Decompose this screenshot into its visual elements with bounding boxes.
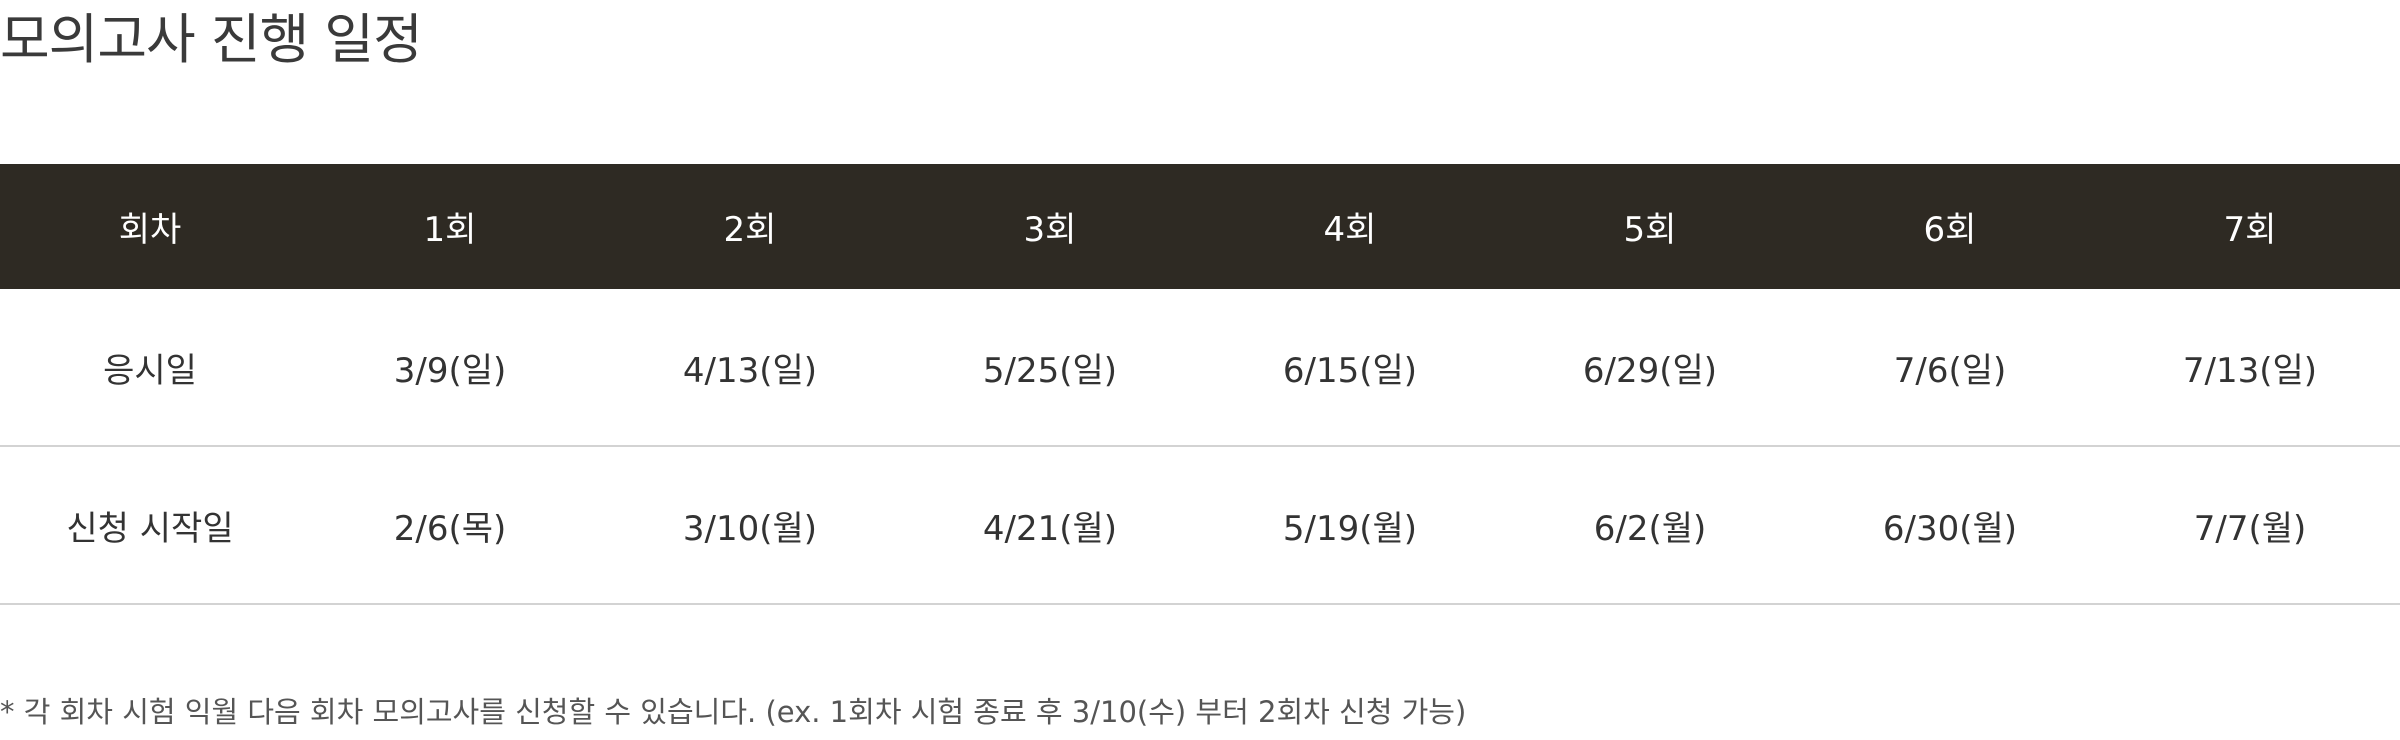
schedule-table: 회차 1회 2회 3회 4회 5회 6회 7회 응시일 3/9(일) 4/13(… [0, 164, 2400, 605]
table-header-row: 회차 1회 2회 3회 4회 5회 6회 7회 [0, 164, 2400, 289]
row-label-application-start: 신청 시작일 [0, 446, 300, 605]
exam-date-cell: 6/29(일) [1500, 289, 1800, 447]
footnote: * 각 회차 시험 익월 다음 회차 모의고사를 신청할 수 있습니다. (ex… [0, 695, 1467, 729]
table-row-exam-date: 응시일 3/9(일) 4/13(일) 5/25(일) 6/15(일) 6/29(… [0, 289, 2400, 447]
exam-date-cell: 7/13(일) [2100, 289, 2400, 447]
exam-date-cell: 7/6(일) [1800, 289, 2100, 447]
exam-date-cell: 5/25(일) [900, 289, 1200, 447]
header-cell-round-3: 3회 [900, 164, 1200, 289]
application-start-cell: 2/6(목) [300, 446, 600, 605]
exam-date-cell: 4/13(일) [600, 289, 900, 447]
header-cell-round-2: 2회 [600, 164, 900, 289]
header-cell-round-7: 7회 [2100, 164, 2400, 289]
header-cell-round-1: 1회 [300, 164, 600, 289]
page-title: 모의고사 진행 일정 [0, 8, 423, 71]
application-start-cell: 6/2(월) [1500, 446, 1800, 605]
exam-date-cell: 3/9(일) [300, 289, 600, 447]
application-start-cell: 6/30(월) [1800, 446, 2100, 605]
application-start-cell: 5/19(월) [1200, 446, 1500, 605]
application-start-cell: 3/10(월) [600, 446, 900, 605]
row-label-exam-date: 응시일 [0, 289, 300, 447]
header-cell-round: 회차 [0, 164, 300, 289]
exam-date-cell: 6/15(일) [1200, 289, 1500, 447]
header-cell-round-4: 4회 [1200, 164, 1500, 289]
application-start-cell: 7/7(월) [2100, 446, 2400, 605]
application-start-cell: 4/21(월) [900, 446, 1200, 605]
header-cell-round-6: 6회 [1800, 164, 2100, 289]
header-cell-round-5: 5회 [1500, 164, 1800, 289]
table-row-application-start: 신청 시작일 2/6(목) 3/10(월) 4/21(월) 5/19(월) 6/… [0, 446, 2400, 605]
